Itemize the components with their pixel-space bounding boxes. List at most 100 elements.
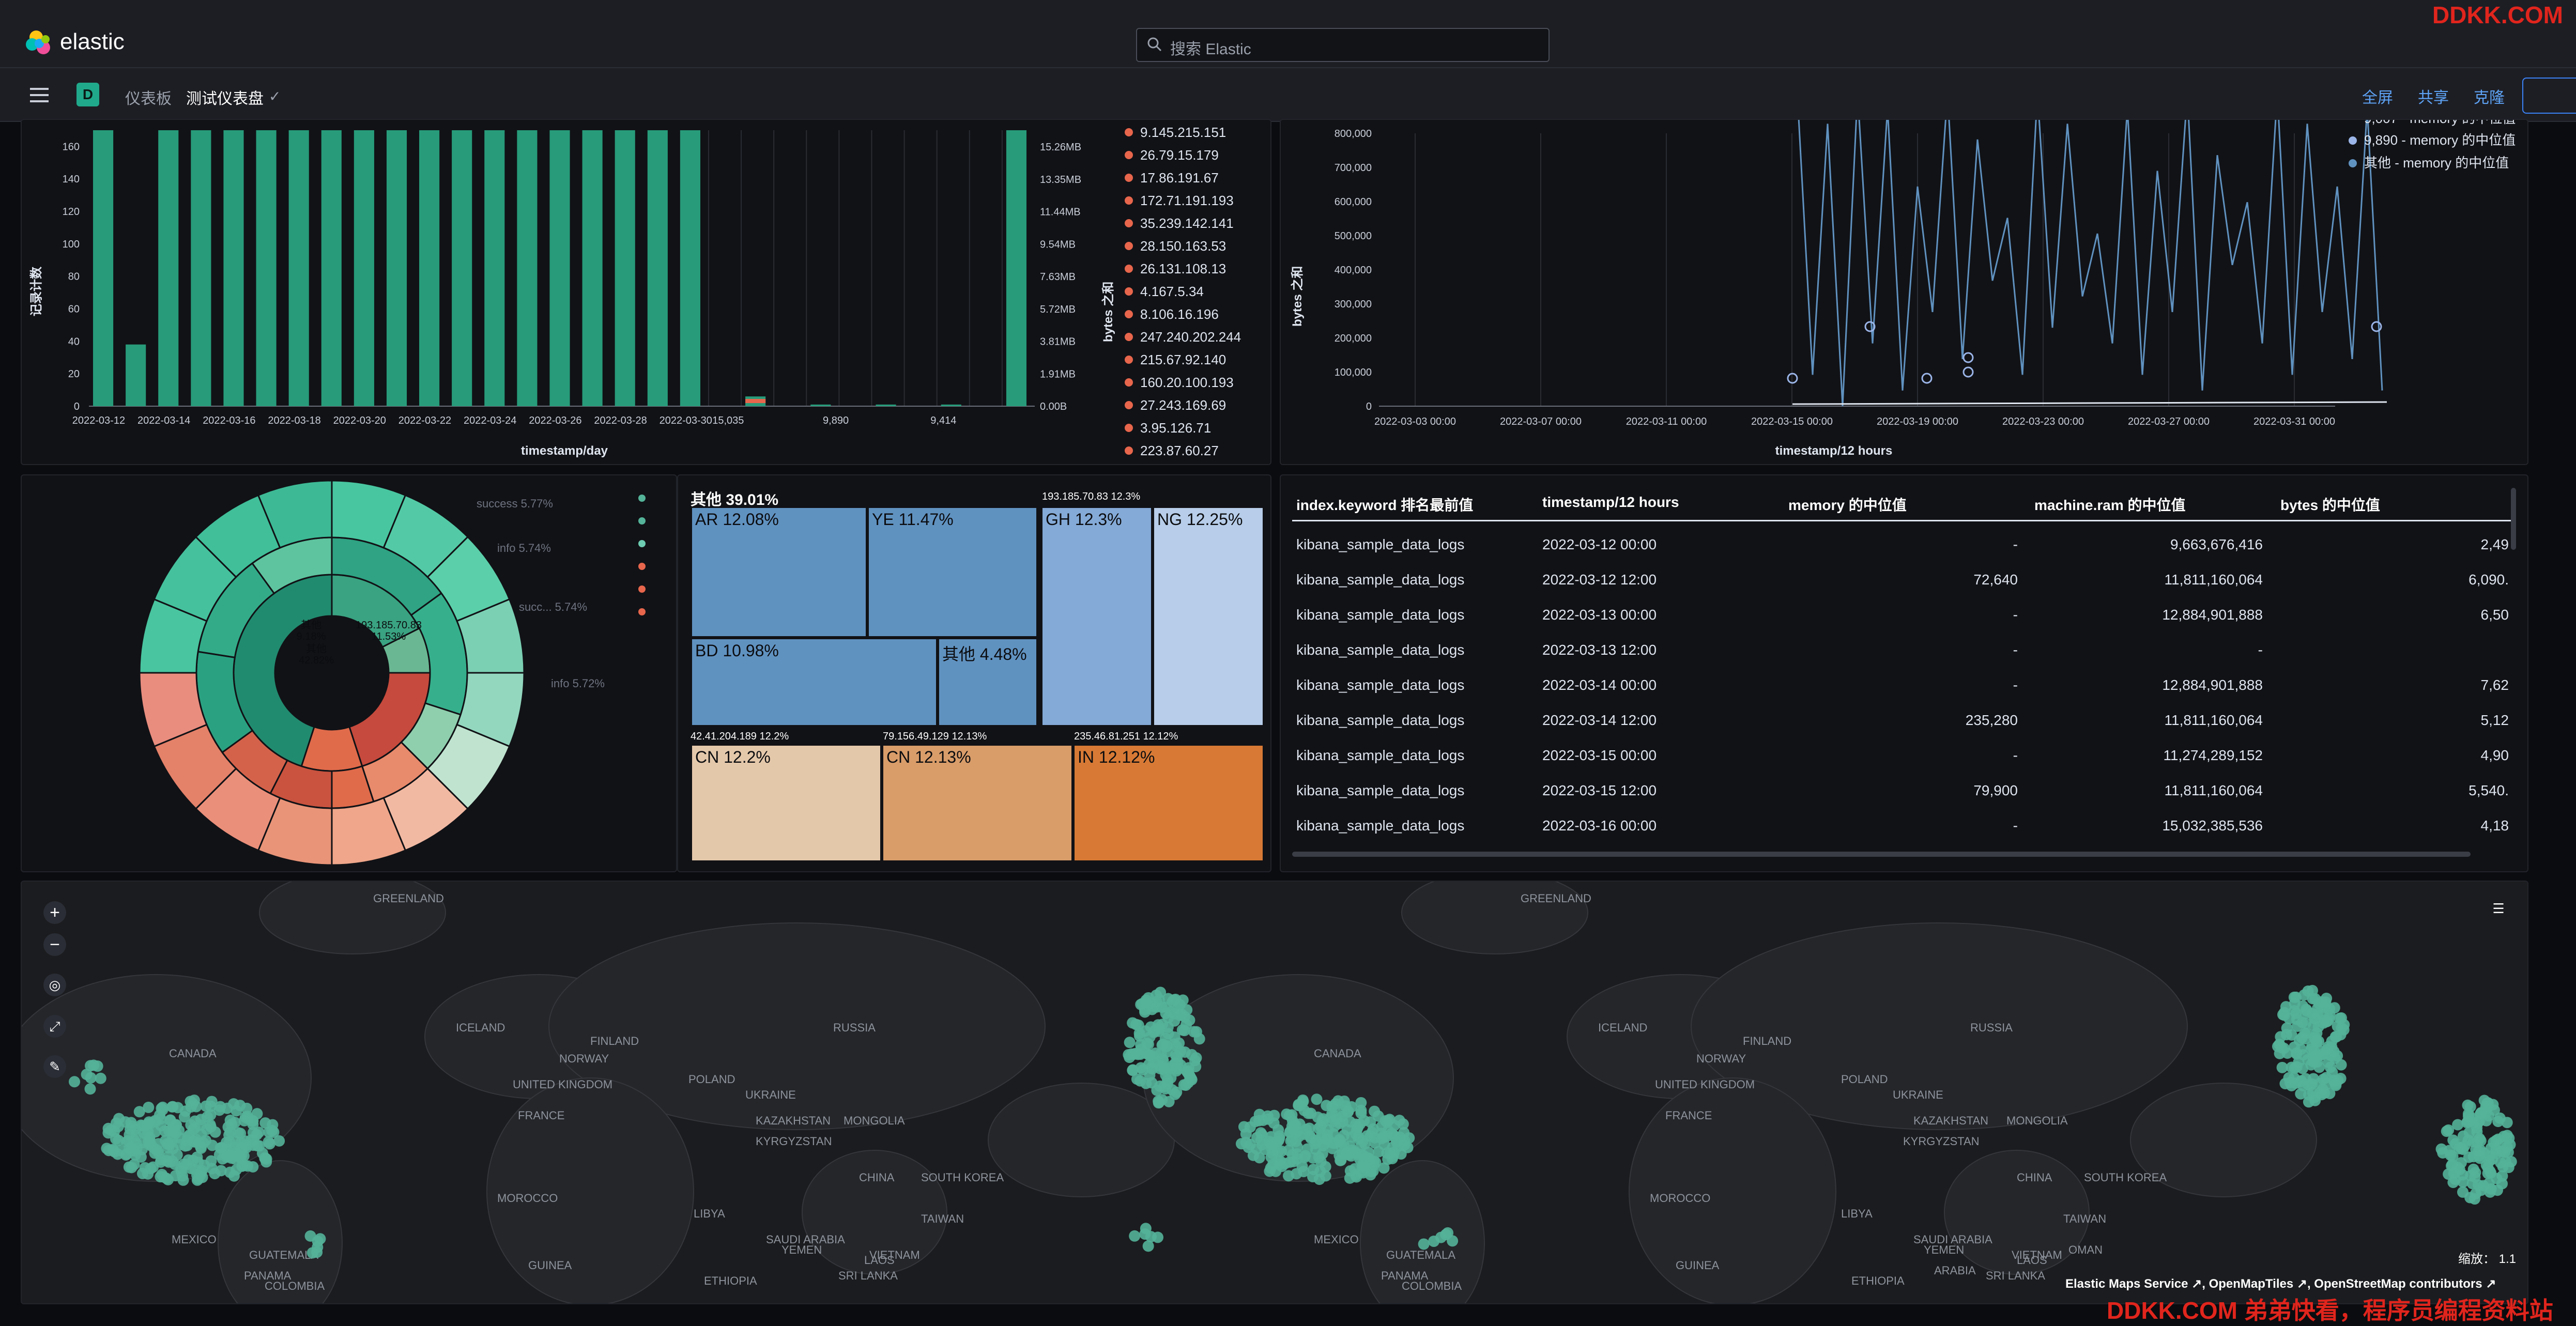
map-point[interactable] (232, 1127, 244, 1139)
map-point[interactable] (200, 1135, 211, 1147)
map-point[interactable] (156, 1102, 167, 1114)
map-point[interactable] (1259, 1144, 1271, 1155)
map-point[interactable] (1428, 1236, 1440, 1247)
map-point[interactable] (81, 1069, 93, 1081)
map-point[interactable] (142, 1125, 154, 1137)
legend-item[interactable]: 17.86.191.67 (1140, 170, 1219, 186)
map-point[interactable] (1156, 1001, 1168, 1013)
column-header[interactable]: machine.ram 的中位值 (2034, 497, 2186, 513)
bar-stack-segment[interactable] (745, 399, 766, 403)
map-point[interactable] (1136, 998, 1148, 1010)
map-point[interactable] (1182, 1065, 1194, 1077)
elastic-logo-icon[interactable] (25, 29, 54, 58)
map-point[interactable] (1152, 1231, 1164, 1243)
map-point[interactable] (1355, 1097, 1367, 1108)
map-point[interactable] (1127, 1017, 1139, 1029)
data-point[interactable] (2371, 321, 2382, 332)
map-point[interactable] (1170, 1063, 1182, 1075)
table-row[interactable]: kibana_sample_data_logs 2022-03-15 00:00 -… (1281, 741, 2527, 776)
map-point[interactable] (1296, 1161, 1308, 1173)
map-point[interactable] (2452, 1119, 2464, 1131)
map-point[interactable] (1145, 1062, 1157, 1074)
map-point[interactable] (1155, 986, 1167, 998)
map-point[interactable] (189, 1115, 201, 1127)
data-point[interactable] (1787, 373, 1798, 384)
legend-item[interactable]: 其他 - memory 的中位值 (2364, 155, 2509, 171)
bar[interactable] (223, 130, 244, 406)
map-point[interactable] (1253, 1108, 1265, 1120)
bar[interactable] (158, 130, 179, 406)
column-header[interactable]: memory 的中位值 (1788, 497, 1907, 513)
tools-icon[interactable]: ✎ (43, 1055, 66, 1078)
map-point[interactable] (145, 1163, 157, 1175)
map-point[interactable] (1178, 1011, 1190, 1023)
map-point[interactable] (2484, 1186, 2496, 1198)
map-point[interactable] (149, 1115, 161, 1127)
map-point[interactable] (2335, 1029, 2347, 1041)
map-point[interactable] (2485, 1167, 2497, 1179)
map-point[interactable] (1350, 1118, 1362, 1130)
bar[interactable] (126, 344, 146, 406)
map-point[interactable] (2307, 993, 2319, 1005)
map-point[interactable] (163, 1125, 175, 1137)
map-point[interactable] (2308, 1073, 2320, 1085)
legend-item[interactable]: 26.131.108.13 (1140, 261, 1226, 276)
map-attribution[interactable]: Elastic Maps Service ↗, OpenMapTiles ↗, … (2065, 1277, 2496, 1291)
map-point[interactable] (1155, 1047, 1167, 1059)
map-point[interactable] (2289, 1041, 2301, 1053)
map-point[interactable] (2317, 1049, 2328, 1060)
treemap-cell[interactable]: AR 12.08% (691, 506, 867, 638)
map-point[interactable] (1403, 1132, 1415, 1144)
map-point[interactable] (2283, 1072, 2295, 1084)
data-point[interactable] (1962, 352, 1974, 363)
map-point[interactable] (2335, 1073, 2347, 1085)
treemap-cell[interactable]: IN 12.12% (1073, 744, 1264, 862)
map-point[interactable] (2501, 1117, 2513, 1129)
map-point[interactable] (1315, 1155, 1327, 1167)
bar[interactable] (876, 404, 896, 406)
legend-item[interactable]: 223.87.60.27 (1140, 443, 1219, 458)
legend-dot[interactable] (638, 495, 646, 502)
map-point[interactable] (1141, 1048, 1153, 1060)
map-point[interactable] (1305, 1107, 1317, 1119)
map-point[interactable] (196, 1165, 208, 1177)
bar[interactable] (1006, 130, 1027, 406)
map-point[interactable] (1293, 1130, 1305, 1142)
zoom-out-button[interactable]: − (43, 933, 66, 956)
map-point[interactable] (1319, 1137, 1331, 1149)
map-point[interactable] (1379, 1115, 1391, 1127)
map-point[interactable] (112, 1120, 124, 1132)
map-point[interactable] (1355, 1107, 1367, 1119)
map-point[interactable] (107, 1144, 119, 1155)
map-point[interactable] (224, 1166, 236, 1178)
map-point[interactable] (177, 1174, 189, 1186)
map-point[interactable] (1126, 1048, 1138, 1060)
map-point[interactable] (1271, 1136, 1283, 1148)
map-point[interactable] (1311, 1093, 1323, 1105)
map-point[interactable] (1353, 1133, 1364, 1145)
map-point[interactable] (2272, 1040, 2284, 1052)
map-point[interactable] (1308, 1164, 1320, 1176)
legend-dot[interactable] (638, 563, 646, 570)
map-point[interactable] (201, 1111, 213, 1123)
map-point[interactable] (1375, 1128, 1387, 1139)
map-point[interactable] (1251, 1132, 1263, 1144)
bar[interactable] (680, 130, 700, 406)
horizontal-scrollbar[interactable] (1292, 852, 2471, 857)
map-point[interactable] (2473, 1150, 2485, 1162)
map-point[interactable] (1134, 1075, 1146, 1087)
map-point[interactable] (1174, 1045, 1186, 1057)
map-point[interactable] (2501, 1130, 2513, 1142)
map-point[interactable] (2497, 1161, 2509, 1173)
map-point[interactable] (2494, 1138, 2506, 1150)
legend-item[interactable]: 28.150.163.53 (1140, 238, 1226, 254)
map-point[interactable] (2276, 1061, 2288, 1073)
map-point[interactable] (2288, 991, 2300, 1003)
zoom-in-button[interactable]: + (43, 901, 66, 924)
map-point[interactable] (84, 1083, 96, 1095)
map-point[interactable] (1145, 997, 1157, 1009)
map-point[interactable] (2301, 1005, 2313, 1017)
map-point[interactable] (2483, 1110, 2495, 1122)
legend-item[interactable]: 247.240.202.244 (1140, 329, 1241, 345)
map-point[interactable] (2504, 1139, 2516, 1151)
